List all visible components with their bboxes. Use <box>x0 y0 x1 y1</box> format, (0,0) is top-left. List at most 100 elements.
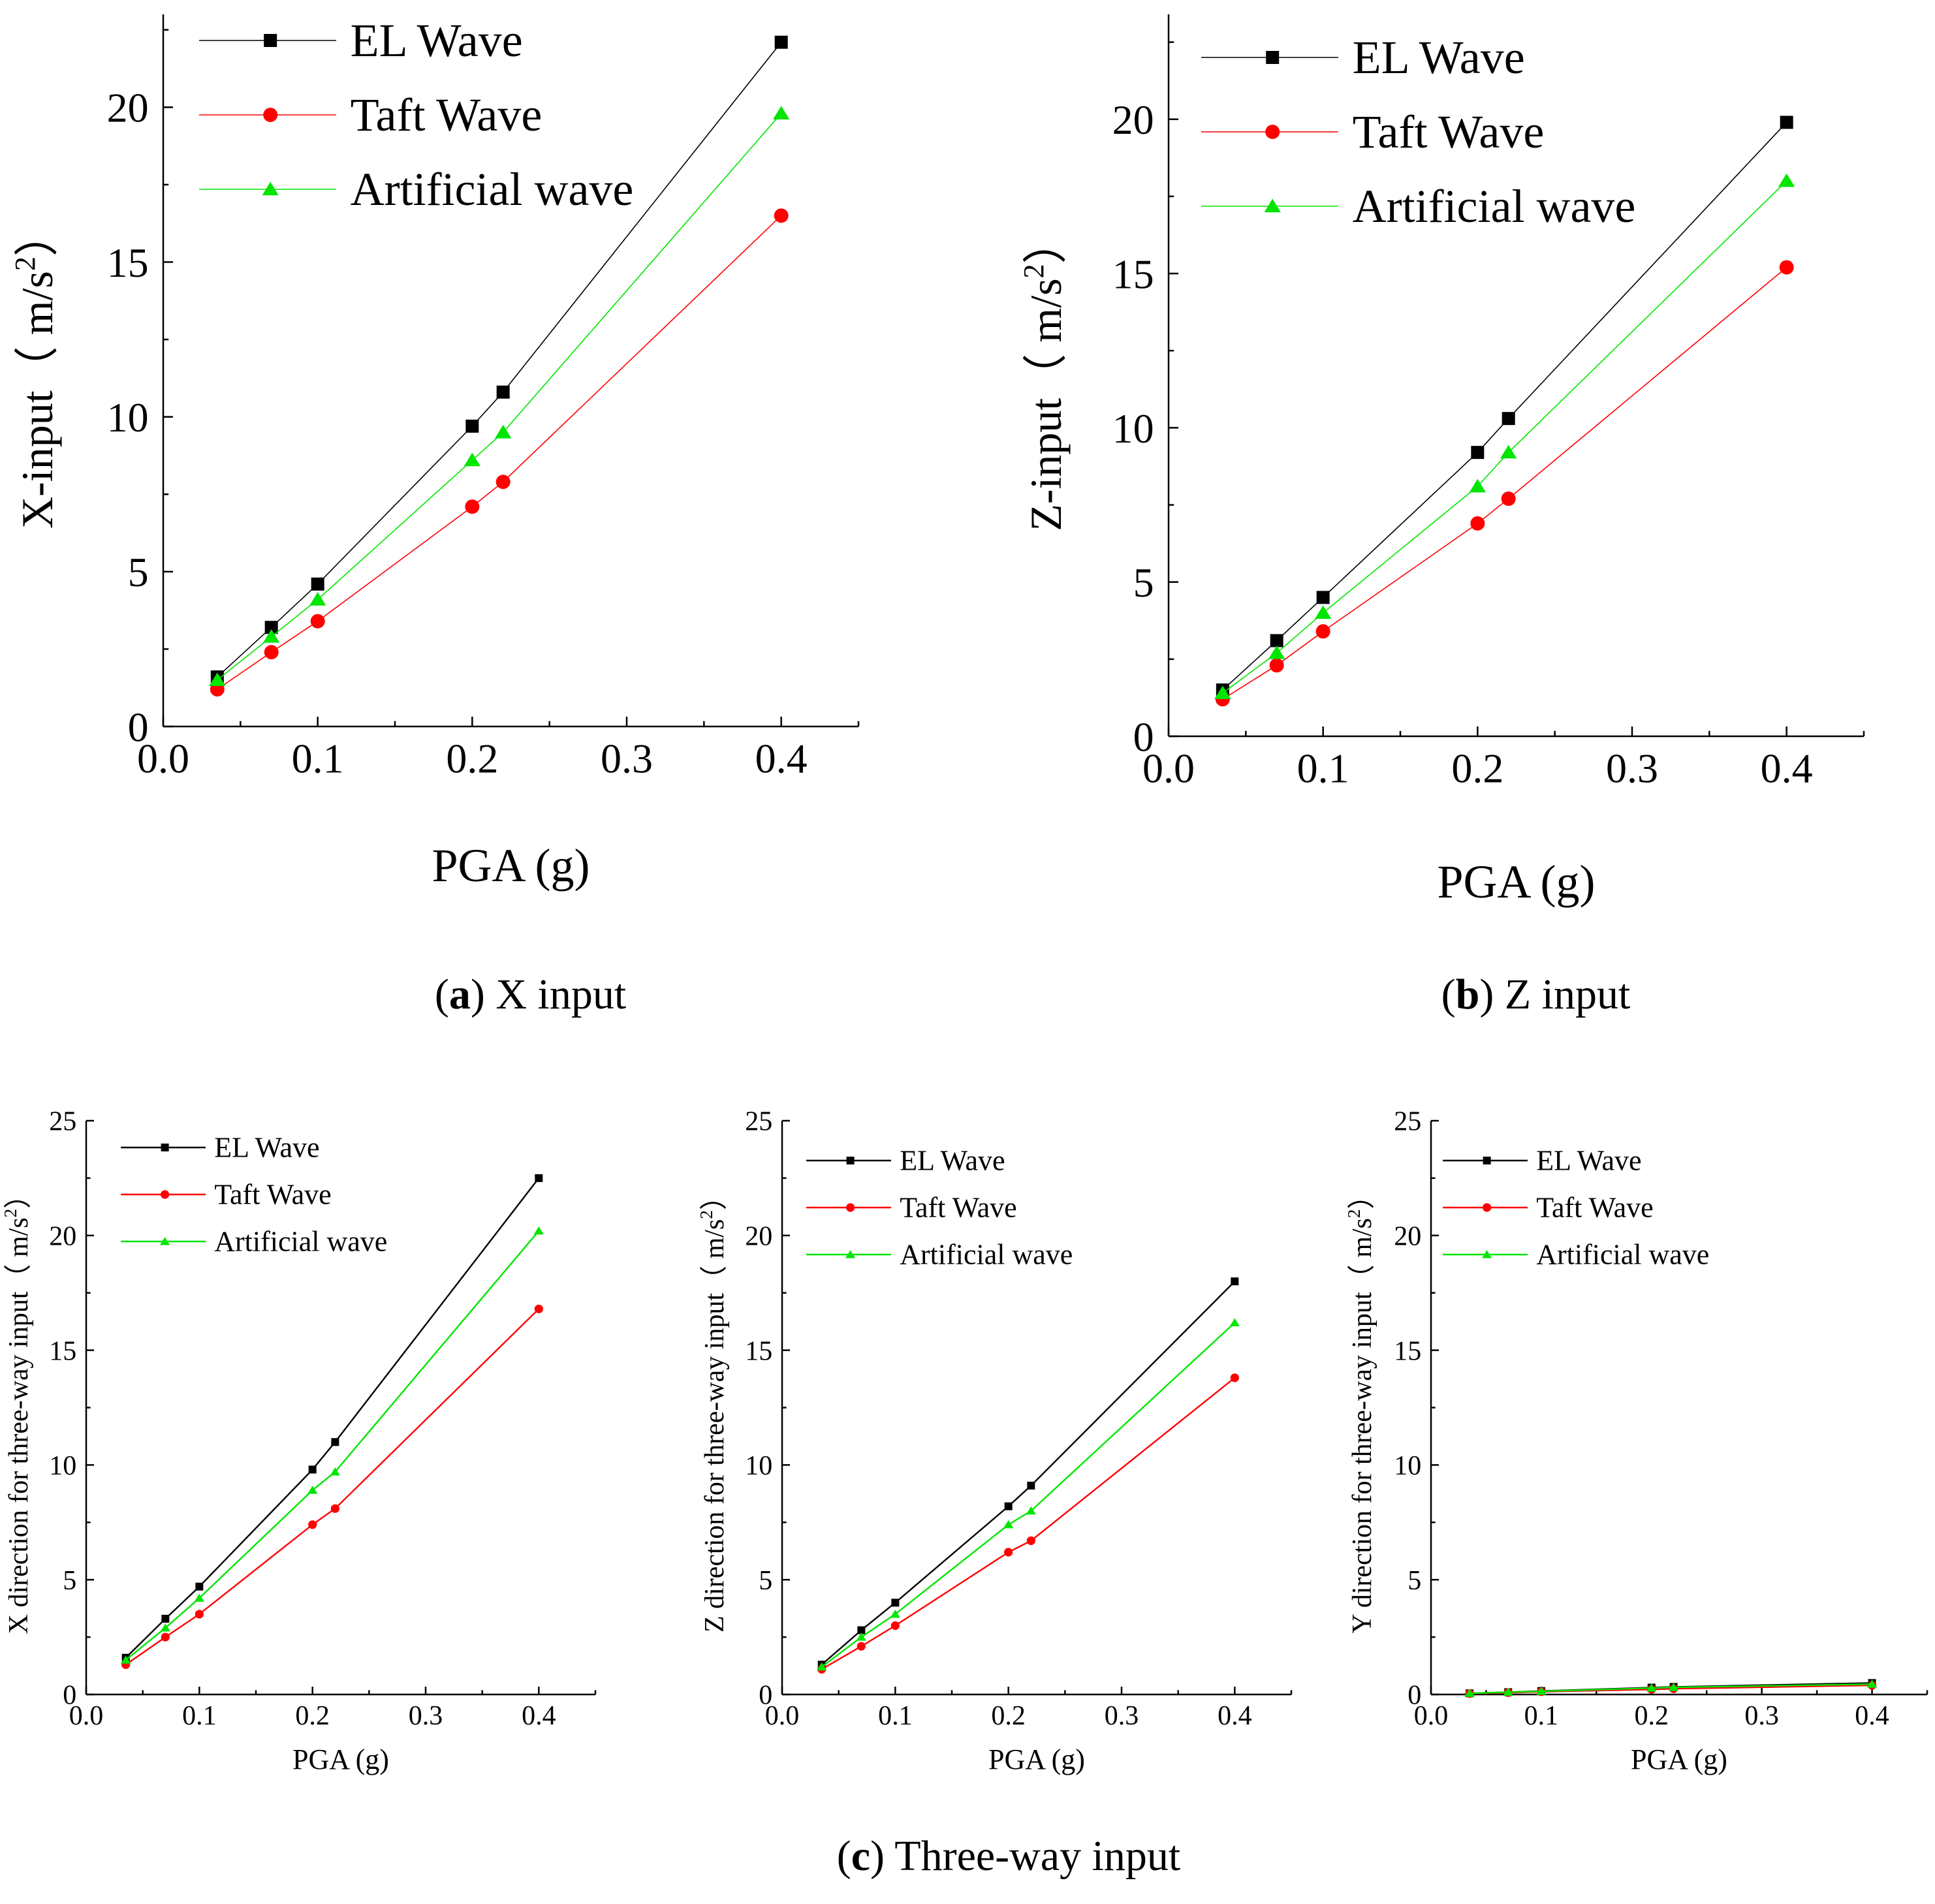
legend-marker <box>846 1157 855 1164</box>
series-line-taft-wave <box>1222 266 1787 700</box>
legend-label: EL Wave <box>214 1132 319 1164</box>
y-tick-label: 5 <box>63 1566 76 1596</box>
y-axis-label-main: Z-input（ m/s <box>1021 278 1071 531</box>
legend-label: Taft Wave <box>214 1179 331 1211</box>
data-point <box>1229 1318 1240 1326</box>
y-tick-label: 20 <box>107 85 149 131</box>
series-line-artificial-wave <box>1470 1683 1872 1694</box>
data-point <box>1500 445 1517 459</box>
x-axis-label: PGA (g) <box>1437 856 1595 908</box>
y-tick-label: 5 <box>759 1566 772 1596</box>
x-tick-label: 0.4 <box>1855 1701 1889 1731</box>
legend-label: Taft Wave <box>900 1192 1016 1224</box>
y-tick-label: 5 <box>1408 1566 1421 1596</box>
x-tick-label: 0.3 <box>1606 745 1658 791</box>
legend-marker <box>262 181 279 196</box>
y-tick-label: 0 <box>128 704 149 750</box>
data-point <box>1268 645 1285 659</box>
y-axis-label-end: ） <box>700 1183 730 1210</box>
y-axis-label-main: Y direction for three-way input（ m/s <box>1347 1218 1377 1633</box>
data-point <box>308 1520 317 1529</box>
legend-marker <box>161 1190 170 1199</box>
caption-letter: c <box>851 1832 870 1880</box>
data-point <box>496 475 511 490</box>
legend-label: Taft Wave <box>1353 106 1545 158</box>
y-tick-label: 20 <box>49 1222 76 1252</box>
data-point <box>857 1626 866 1634</box>
data-point <box>1464 1689 1475 1697</box>
data-point <box>1866 1679 1878 1688</box>
y-tick-label: 20 <box>745 1222 772 1252</box>
legend-label: Artificial wave <box>214 1226 387 1258</box>
y-tick-label: 15 <box>745 1336 772 1366</box>
legend-label: Artificial wave <box>1353 180 1636 232</box>
data-point <box>1501 492 1516 507</box>
series-line-artificial-wave <box>125 1230 540 1661</box>
x-tick-label: 0.3 <box>1105 1701 1139 1731</box>
data-point <box>1668 1683 1679 1691</box>
y-tick-label: 5 <box>1133 559 1154 606</box>
y-axis-label: Y direction for three-way input（ m/s2） <box>1344 1181 1377 1633</box>
caption-c: (c) Three-way input <box>837 1832 1181 1880</box>
data-point <box>1469 478 1486 493</box>
legend-marker <box>1264 198 1281 213</box>
y-tick-label: 0 <box>1133 713 1154 760</box>
y-tick-label: 25 <box>49 1107 76 1137</box>
caption-text: Z input <box>1494 971 1630 1018</box>
y-tick-label: 10 <box>1394 1451 1421 1481</box>
data-point <box>496 385 510 399</box>
data-point <box>856 1632 866 1641</box>
series-line-artificial-wave <box>217 113 782 681</box>
chart-c1: 0.0 0.1 0.2 0.3 0.4 0 5 10 15 20 25 X direction for… <box>1 1107 597 1775</box>
x-tick-label: 0.3 <box>1744 1701 1779 1731</box>
x-axis-label: PGA (g) <box>1631 1743 1727 1775</box>
caption-a: (a) X input <box>435 971 626 1018</box>
x-tick-label: 0.2 <box>446 735 498 781</box>
data-point <box>307 1486 318 1494</box>
data-point <box>1269 658 1284 673</box>
data-point <box>1536 1687 1547 1695</box>
y-tick-label: 15 <box>1394 1336 1421 1366</box>
data-point <box>1026 1506 1036 1515</box>
legend-label: Taft Wave <box>351 89 543 141</box>
y-tick-label: 5 <box>128 549 149 595</box>
y-tick-label: 15 <box>107 240 149 286</box>
data-point <box>209 672 226 687</box>
legend-marker <box>264 34 277 47</box>
y-tick-label: 0 <box>63 1681 76 1711</box>
data-point <box>533 1226 544 1235</box>
y-tick-label: 20 <box>1394 1222 1421 1252</box>
y-axis-label-sup: 2 <box>697 1210 716 1219</box>
legend-marker <box>1265 125 1280 139</box>
x-tick-label: 0.4 <box>1218 1701 1252 1731</box>
data-point <box>1780 116 1793 129</box>
x-tick-label: 0.0 <box>765 1701 800 1731</box>
chart-c3: 0.0 0.1 0.2 0.3 0.4 0 5 10 15 20 25 Y direction for… <box>1344 1107 1928 1775</box>
x-tick-label: 0.0 <box>137 735 189 781</box>
y-axis-label-main: X direction for three-way input（ m/s <box>4 1217 34 1634</box>
data-point <box>1471 446 1485 460</box>
y-tick-label: 0 <box>759 1681 772 1711</box>
x-tick-label: 0.4 <box>755 735 808 781</box>
y-tick-label: 10 <box>745 1451 772 1481</box>
y-axis-label-main: Z direction for three-way input（ m/s <box>700 1219 730 1632</box>
data-point <box>1027 1482 1035 1490</box>
data-point <box>330 1504 339 1513</box>
x-tick-label: 0.3 <box>409 1701 443 1731</box>
x-tick-label: 0.0 <box>1414 1701 1449 1731</box>
data-point <box>1470 516 1485 531</box>
x-tick-label: 0.1 <box>182 1701 217 1731</box>
data-point <box>1004 1548 1013 1557</box>
data-point <box>1270 634 1283 648</box>
data-point <box>264 621 278 634</box>
data-point <box>308 1465 317 1474</box>
caption-letter: a <box>449 971 471 1018</box>
caption-text: Three-way input <box>885 1832 1180 1880</box>
legend-marker <box>1483 1157 1491 1164</box>
caption-text: X input <box>485 971 626 1018</box>
y-tick-label: 15 <box>49 1336 76 1366</box>
data-point <box>465 419 479 433</box>
data-point <box>309 592 326 606</box>
x-tick-label: 0.3 <box>601 735 653 781</box>
